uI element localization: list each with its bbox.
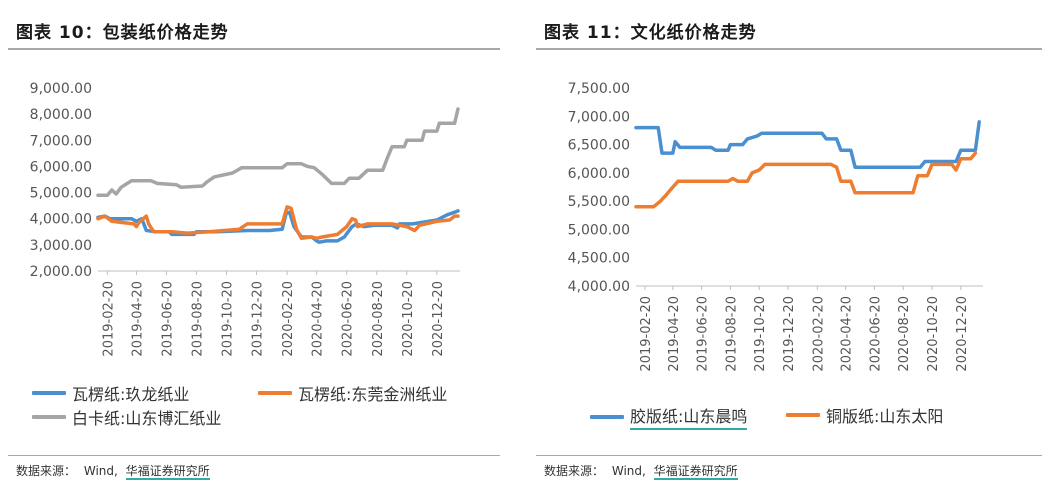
- x-tick-label: 2020-04-20: [311, 281, 326, 357]
- y-tick-label: 4,500.00: [568, 251, 630, 267]
- chart-title: 图表 11：文化纸价格走势: [544, 23, 757, 43]
- x-tick-label: 2019-08-20: [191, 281, 206, 357]
- legend-swatch: [32, 415, 66, 419]
- y-tick-label: 5,000.00: [568, 222, 630, 238]
- line-chart-cultural-paper: 4,000.00 4,500.00 5,000.00 5,500.00 6,000.00…: [568, 81, 983, 372]
- line-chart-packaging-paper: 2,000.00 3,000.00 4,000.00 5,000.00 6,000.00…: [30, 81, 460, 357]
- y-tick-label: 7,500.00: [568, 81, 630, 97]
- legend-swatch: [590, 414, 624, 419]
- data-source: 数据来源： Wind, 华福证券研究所: [16, 462, 214, 480]
- y-tick-label: 4,000.00: [30, 212, 92, 228]
- y-tick-label: 2,000.00: [30, 264, 92, 280]
- x-tick-label: 2019-02-20: [639, 296, 654, 372]
- x-tick-label: 2020-08-20: [371, 281, 386, 357]
- y-tick-label: 6,500.00: [568, 138, 630, 154]
- data-source: 数据来源： Wind, 华福证券研究所: [544, 462, 742, 480]
- legend-item: 铜版纸:山东太阳: [786, 403, 943, 427]
- legend-swatch: [258, 391, 292, 395]
- legend-item: 胶版纸:山东晨鸣: [590, 403, 748, 430]
- source-divider: [536, 455, 1042, 456]
- y-tick-label: 6,000.00: [568, 166, 630, 182]
- source-wind: Wind,: [83, 464, 118, 478]
- x-tick-label: 2019-04-20: [667, 296, 682, 372]
- x-tick-label: 2019-12-20: [782, 296, 797, 372]
- x-tick-label: 2020-02-20: [811, 296, 826, 372]
- source-prefix: 数据来源：: [544, 464, 605, 478]
- legend-label: 瓦楞纸:玖龙纸业: [72, 385, 190, 404]
- legend-label: 胶版纸:山东晨鸣: [630, 403, 748, 430]
- x-tick-label: 2020-12-20: [431, 281, 446, 357]
- x-tick-label: 2019-10-20: [221, 281, 236, 357]
- y-tick-label: 3,000.00: [30, 238, 92, 254]
- y-tick-label: 7,000.00: [568, 109, 630, 125]
- legend-item: 瓦楞纸:玖龙纸业: [32, 381, 189, 405]
- y-tick-label: 7,000.00: [30, 133, 92, 149]
- x-tick-label: 2020-10-20: [401, 281, 416, 357]
- x-tick-label: 2020-02-20: [281, 281, 296, 357]
- chart-title: 图表 10：包装纸价格走势: [16, 23, 229, 43]
- series-line: [634, 151, 978, 209]
- x-tick-label: 2020-06-20: [341, 281, 356, 357]
- y-tick-label: 5,000.00: [30, 186, 92, 202]
- series-line: [96, 107, 460, 197]
- chart-panel-right: 图表 11：文化纸价格走势 4,000.00 4,500.00 5,000.00 5,…: [528, 0, 1042, 489]
- x-tick-label: 2020-04-20: [840, 296, 855, 372]
- x-tick-label: 2019-12-20: [251, 281, 266, 357]
- title-divider: [536, 48, 1042, 50]
- series-line: [96, 205, 460, 241]
- legend-label: 瓦楞纸:东莞金洲纸业: [298, 385, 448, 404]
- x-tick-label: 2020-08-20: [897, 296, 912, 372]
- title-divider: [8, 48, 500, 50]
- x-tick-label: 2019-08-20: [724, 296, 739, 372]
- source-org: 华福证券研究所: [653, 464, 738, 480]
- y-tick-label: 6,000.00: [30, 159, 92, 175]
- x-tick-label: 2019-10-20: [753, 296, 768, 372]
- legend-swatch: [32, 391, 66, 395]
- source-org: 华福证券研究所: [125, 464, 210, 480]
- x-tick-label: 2019-02-20: [101, 281, 116, 357]
- source-prefix: 数据来源：: [16, 464, 77, 478]
- y-tick-label: 5,500.00: [568, 194, 630, 210]
- source-divider: [8, 455, 500, 456]
- y-tick-label: 8,000.00: [30, 107, 92, 123]
- legend-label: 铜版纸:山东太阳: [826, 407, 944, 426]
- x-tick-label: 2019-06-20: [160, 281, 175, 357]
- legend-swatch: [786, 413, 820, 417]
- series-line: [634, 120, 981, 169]
- x-tick-label: 2020-12-20: [955, 296, 970, 372]
- y-tick-label: 9,000.00: [30, 81, 92, 97]
- x-tick-label: 2019-06-20: [696, 296, 711, 372]
- legend-label: 白卡纸:山东博汇纸业: [72, 409, 222, 428]
- x-tick-label: 2019-04-20: [130, 281, 145, 357]
- source-wind: Wind,: [611, 464, 646, 478]
- x-tick-label: 2020-06-20: [868, 296, 883, 372]
- legend-item: 瓦楞纸:东莞金洲纸业: [258, 381, 447, 405]
- chart-panel-left: 图表 10：包装纸价格走势 2,000.00 3,000.00 4,000.00 5,…: [0, 0, 500, 489]
- x-tick-label: 2020-10-20: [926, 296, 941, 372]
- legend-item: 白卡纸:山东博汇纸业: [32, 405, 221, 429]
- y-tick-label: 4,000.00: [568, 279, 630, 295]
